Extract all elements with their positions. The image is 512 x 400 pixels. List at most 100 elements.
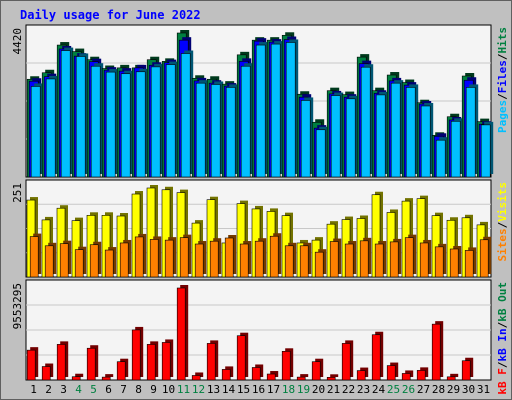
- sites-bar: [389, 241, 399, 278]
- x-tick-label: 11: [177, 383, 190, 396]
- chart-title: Daily usage for June 2022: [20, 8, 201, 22]
- sites-bar: [449, 248, 459, 278]
- x-tick-label: 24: [372, 383, 386, 396]
- kb-f-bar: [146, 344, 156, 381]
- pages-bar: [435, 139, 446, 178]
- legend-entry: Hits: [496, 27, 509, 54]
- kb-f-bar: [356, 370, 366, 381]
- legend-entry: /: [496, 93, 509, 100]
- x-tick-label: 16: [252, 383, 265, 396]
- pages-bar: [135, 71, 146, 178]
- x-tick-label: 21: [327, 383, 340, 396]
- x-tick-label: 19: [297, 383, 310, 396]
- x-tick-label: 30: [462, 383, 475, 396]
- x-tick-label: 27: [417, 383, 430, 396]
- kb-f-bar: [221, 369, 231, 381]
- legend-entry: Pages: [496, 100, 509, 133]
- pages-bar: [105, 71, 116, 178]
- x-tick-label: 13: [207, 383, 220, 396]
- kb-f-bar: [236, 335, 246, 381]
- x-tick-label: 15: [237, 383, 250, 396]
- sites-bar: [74, 249, 84, 278]
- legend-entry: /: [496, 221, 509, 228]
- sites-bar: [464, 250, 474, 278]
- sites-bar: [149, 239, 159, 278]
- pages-bar: [90, 65, 101, 178]
- pages-bar: [465, 87, 476, 178]
- kb-f-bar-shadow: [300, 374, 309, 377]
- x-tick-label: 10: [162, 383, 175, 396]
- kb-f-bar: [266, 373, 276, 381]
- kb-f-bar: [206, 343, 216, 381]
- sites-bar: [104, 249, 114, 278]
- kb-f-bar: [341, 343, 351, 381]
- pages-bar: [255, 44, 266, 178]
- legend-entry: kB Out: [496, 282, 509, 322]
- y-max-label-visits-sites: 251: [11, 183, 24, 203]
- x-tick-label: 31: [477, 383, 490, 396]
- pages-bar: [195, 82, 206, 178]
- x-tick-label: 28: [432, 383, 445, 396]
- kb-f-bar: [71, 376, 81, 381]
- kb-f-bar: [326, 377, 336, 381]
- kb-f-bar: [116, 361, 126, 381]
- kb-f-bar: [251, 367, 261, 381]
- pages-bar: [450, 120, 461, 178]
- sites-bar: [59, 243, 69, 278]
- sites-bar: [179, 237, 189, 278]
- kb-f-bar: [131, 329, 141, 381]
- kb-f-bar: [191, 375, 201, 381]
- x-tick-label: 8: [135, 383, 142, 396]
- kb-f-bar: [296, 376, 306, 381]
- legend-entry: Visits: [496, 182, 509, 222]
- pages-bar: [345, 98, 356, 178]
- kb-f-bar: [56, 344, 66, 381]
- pages-bar: [45, 78, 56, 178]
- sites-bar: [44, 245, 54, 278]
- sites-bar: [314, 251, 324, 278]
- legend-entry: Sites: [496, 228, 509, 261]
- kb-f-bar-shadow: [75, 373, 84, 377]
- sites-bar: [224, 237, 234, 278]
- kb-f-bar: [176, 287, 186, 381]
- pages-bar: [300, 100, 311, 178]
- x-tick-label: 1: [30, 383, 37, 396]
- x-tick-label: 20: [312, 383, 325, 396]
- x-tick-label: 29: [447, 383, 460, 396]
- sites-bar: [374, 243, 384, 278]
- x-tick-label: 22: [342, 383, 355, 396]
- sites-bar: [239, 243, 249, 278]
- kb-f-bar: [371, 334, 381, 381]
- legend-entry: /: [496, 361, 509, 368]
- sites-bar: [164, 239, 174, 278]
- kb-f-bar-shadow: [330, 374, 339, 377]
- kb-f-bar: [386, 365, 396, 381]
- kb-f-bar: [86, 347, 96, 381]
- kb-f-bar-shadow: [195, 372, 204, 377]
- sites-bar: [209, 240, 219, 278]
- pages-bar: [480, 124, 491, 178]
- sites-bar: [269, 235, 279, 278]
- legend-entry: kB F: [496, 368, 509, 395]
- pages-bar: [270, 43, 281, 178]
- legend-visits-sites: Sites/Visits: [496, 182, 509, 262]
- pages-bar: [420, 105, 431, 178]
- pages-bar: [375, 94, 386, 178]
- x-tick-label: 25: [387, 383, 400, 396]
- sites-bar: [29, 236, 39, 278]
- pages-bar: [225, 87, 236, 178]
- sites-bar: [89, 244, 99, 278]
- sites-bar: [194, 243, 204, 278]
- sites-bar: [134, 236, 144, 278]
- sites-bar: [329, 241, 339, 278]
- x-tick-label: 7: [120, 383, 127, 396]
- x-tick-label: 4: [75, 383, 82, 396]
- x-tick-label: 14: [222, 383, 236, 396]
- kb-f-bar: [281, 351, 291, 381]
- pages-bar: [60, 50, 71, 178]
- legend-hits-files-pages: Pages/Files/Hits: [496, 27, 509, 133]
- kb-f-bar: [416, 370, 426, 381]
- pages-bar: [75, 56, 86, 178]
- sites-bar: [434, 246, 444, 278]
- x-tick-label: 18: [282, 383, 295, 396]
